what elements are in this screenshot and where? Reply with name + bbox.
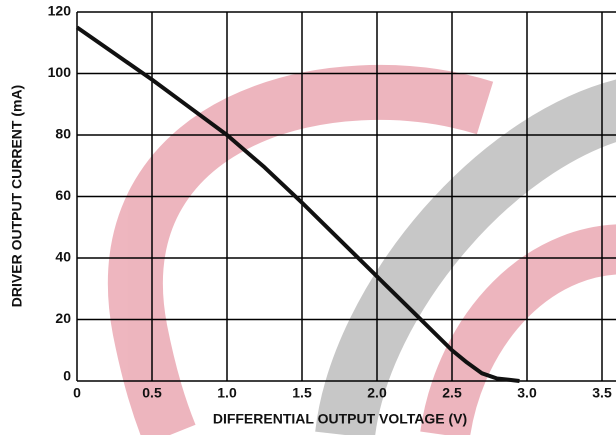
y-tick-label: 40 [55, 249, 71, 265]
y-tick-label: 60 [55, 187, 71, 203]
watermark-arc [315, 79, 616, 435]
y-tick-label: 0 [63, 368, 71, 384]
x-tick-label: 1.5 [292, 385, 312, 401]
y-tick-label: 100 [48, 64, 72, 80]
x-tick-label: 0.5 [142, 385, 162, 401]
y-axis-label: DRIVER OUTPUT CURRENT (mA) [9, 85, 25, 307]
watermark [107, 64, 616, 435]
data-line [75, 25, 520, 383]
x-tick-label: 1.0 [217, 385, 237, 401]
y-tick-label: 20 [55, 310, 71, 326]
x-tick-label: 0 [73, 385, 81, 401]
x-tick-label: 2.0 [367, 385, 387, 401]
x-tick-label: 3.5 [592, 385, 612, 401]
y-tick-label: 120 [48, 3, 72, 19]
x-axis-label: DIFFERENTIAL OUTPUT VOLTAGE (V) [213, 411, 467, 427]
watermark-arc [420, 224, 616, 435]
x-tick-label: 3.0 [517, 385, 537, 401]
watermark-arc [107, 64, 494, 435]
x-tick-label: 2.5 [442, 385, 462, 401]
y-tick-label: 80 [55, 126, 71, 142]
